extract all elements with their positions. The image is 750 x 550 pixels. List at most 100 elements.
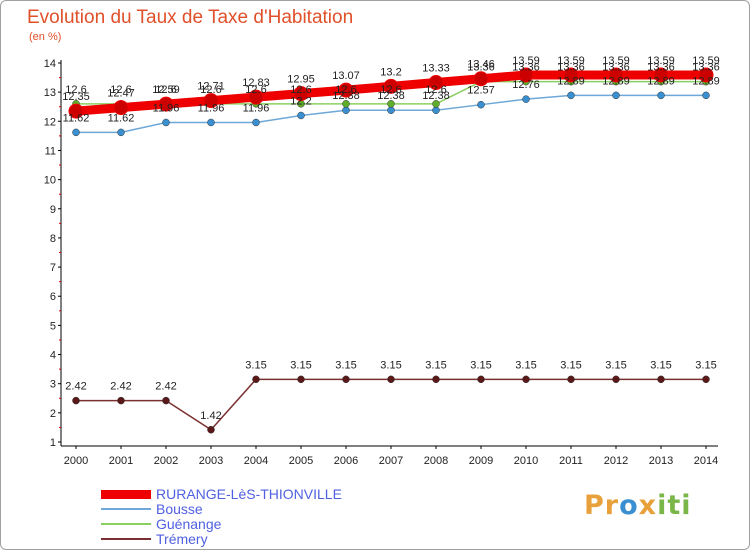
series-point-3 (387, 375, 395, 384)
series-point-3 (342, 375, 350, 384)
x-tick-label: 2014 (694, 455, 718, 467)
data-label-2: 12.6 (380, 84, 401, 96)
data-label-3: 3.15 (425, 359, 446, 371)
data-label-3: 3.15 (335, 359, 356, 371)
series-point-0 (473, 71, 489, 87)
data-label-1: 12.89 (647, 75, 675, 87)
y-tick-label: 11 (45, 145, 56, 157)
data-label-0: 12.83 (242, 77, 270, 89)
series-point-3 (612, 375, 620, 384)
y-tick-label: 4 (50, 350, 56, 362)
x-tick-label: 2009 (469, 455, 493, 467)
series-point-3 (702, 375, 710, 384)
data-label-1: 12.38 (422, 90, 450, 102)
data-label-1: 12.89 (692, 75, 720, 87)
series-point-1 (612, 91, 620, 100)
series-point-1 (657, 91, 665, 100)
series-point-1 (297, 111, 305, 120)
data-label-3: 3.15 (605, 359, 626, 371)
y-tick-label: 9 (50, 204, 56, 216)
series-point-1 (207, 118, 215, 127)
series-point-2 (342, 100, 350, 108)
y-tick-label: 7 (50, 262, 56, 274)
data-label-3: 2.42 (110, 381, 131, 393)
data-label-2: 12.6 (290, 84, 311, 96)
data-label-0: 13.59 (602, 55, 630, 67)
series-point-3 (297, 375, 305, 384)
data-label-3: 3.15 (560, 359, 581, 371)
series-point-3 (567, 375, 575, 384)
y-tick-label: 8 (50, 233, 56, 245)
legend-swatch-tremery (101, 538, 151, 540)
series-point-1 (477, 100, 485, 109)
data-label-0: 12.59 (152, 84, 180, 96)
series-point-1 (567, 91, 575, 100)
x-tick-label: 2003 (199, 455, 223, 467)
data-label-0: 13.46 (467, 59, 495, 71)
data-label-2: 12.6 (110, 84, 131, 96)
data-label-2: 12.6 (65, 84, 86, 96)
series-point-3 (162, 396, 170, 405)
x-tick-label: 2000 (64, 455, 88, 467)
x-tick-label: 2008 (424, 455, 448, 467)
series-point-1 (162, 118, 170, 127)
y-tick-label: 1 (50, 437, 56, 449)
series-point-0 (338, 82, 354, 98)
data-label-3: 1.42 (200, 410, 221, 422)
data-label-2: 13.36 (512, 62, 540, 74)
data-label-3: 3.15 (470, 359, 491, 371)
x-tick-label: 2002 (154, 455, 178, 467)
y-tick-label: 10 (44, 175, 56, 187)
data-label-3: 3.15 (290, 359, 311, 371)
x-tick-label: 2001 (109, 455, 133, 467)
data-label-3: 2.42 (65, 381, 86, 393)
data-label-2: 12.6 (335, 84, 356, 96)
legend-label-bousse: Bousse (156, 501, 203, 517)
x-tick-label: 2013 (649, 455, 673, 467)
data-label-1: 12.89 (602, 75, 630, 87)
data-label-3: 3.15 (695, 359, 716, 371)
series-point-1 (522, 95, 530, 103)
data-label-1: 11.96 (243, 102, 270, 114)
series-point-1 (342, 106, 350, 114)
x-tick-label: 2011 (559, 455, 583, 467)
data-label-1: 12.89 (557, 75, 585, 87)
data-label-1: 11.96 (198, 102, 225, 114)
series-point-3 (117, 396, 125, 405)
y-tick-label: 14 (44, 58, 56, 70)
data-label-0: 13.33 (422, 63, 450, 75)
y-tick-label: 12 (44, 116, 56, 128)
data-label-0: 12.35 (62, 91, 90, 103)
x-tick-label: 2005 (289, 455, 313, 467)
series-point-0 (653, 67, 669, 83)
series-point-0 (698, 67, 714, 83)
series-point-0 (113, 100, 129, 116)
series-point-0 (428, 75, 444, 91)
series-point-3 (207, 426, 215, 434)
y-tick-label: 13 (44, 87, 56, 99)
y-tick-label: 6 (50, 291, 56, 303)
data-label-1: 12.38 (332, 90, 360, 102)
data-label-0: 12.95 (287, 74, 315, 86)
series-point-1 (387, 106, 395, 114)
series-point-3 (432, 375, 440, 384)
data-label-1: 11.62 (108, 112, 135, 124)
series-point-3 (72, 396, 80, 405)
legend-swatch-rurange (101, 490, 151, 499)
data-label-0: 13.59 (647, 55, 675, 67)
series-point-3 (657, 375, 665, 384)
data-label-2: 13.36 (692, 62, 720, 74)
legend-label-guenange: Guénange (156, 516, 222, 532)
data-label-0: 13.2 (380, 66, 401, 78)
series-point-1 (117, 128, 125, 137)
series-point-1 (252, 118, 260, 127)
data-label-1: 12.76 (512, 79, 540, 91)
data-label-0: 12.47 (107, 88, 135, 100)
chart-unit-label: (en %) (29, 31, 62, 43)
x-tick-label: 2007 (379, 455, 403, 467)
series-point-0 (158, 96, 174, 112)
series-point-1 (72, 128, 80, 137)
legend-label-rurange: RURANGE-LèS-THIONVILLE (156, 486, 342, 502)
